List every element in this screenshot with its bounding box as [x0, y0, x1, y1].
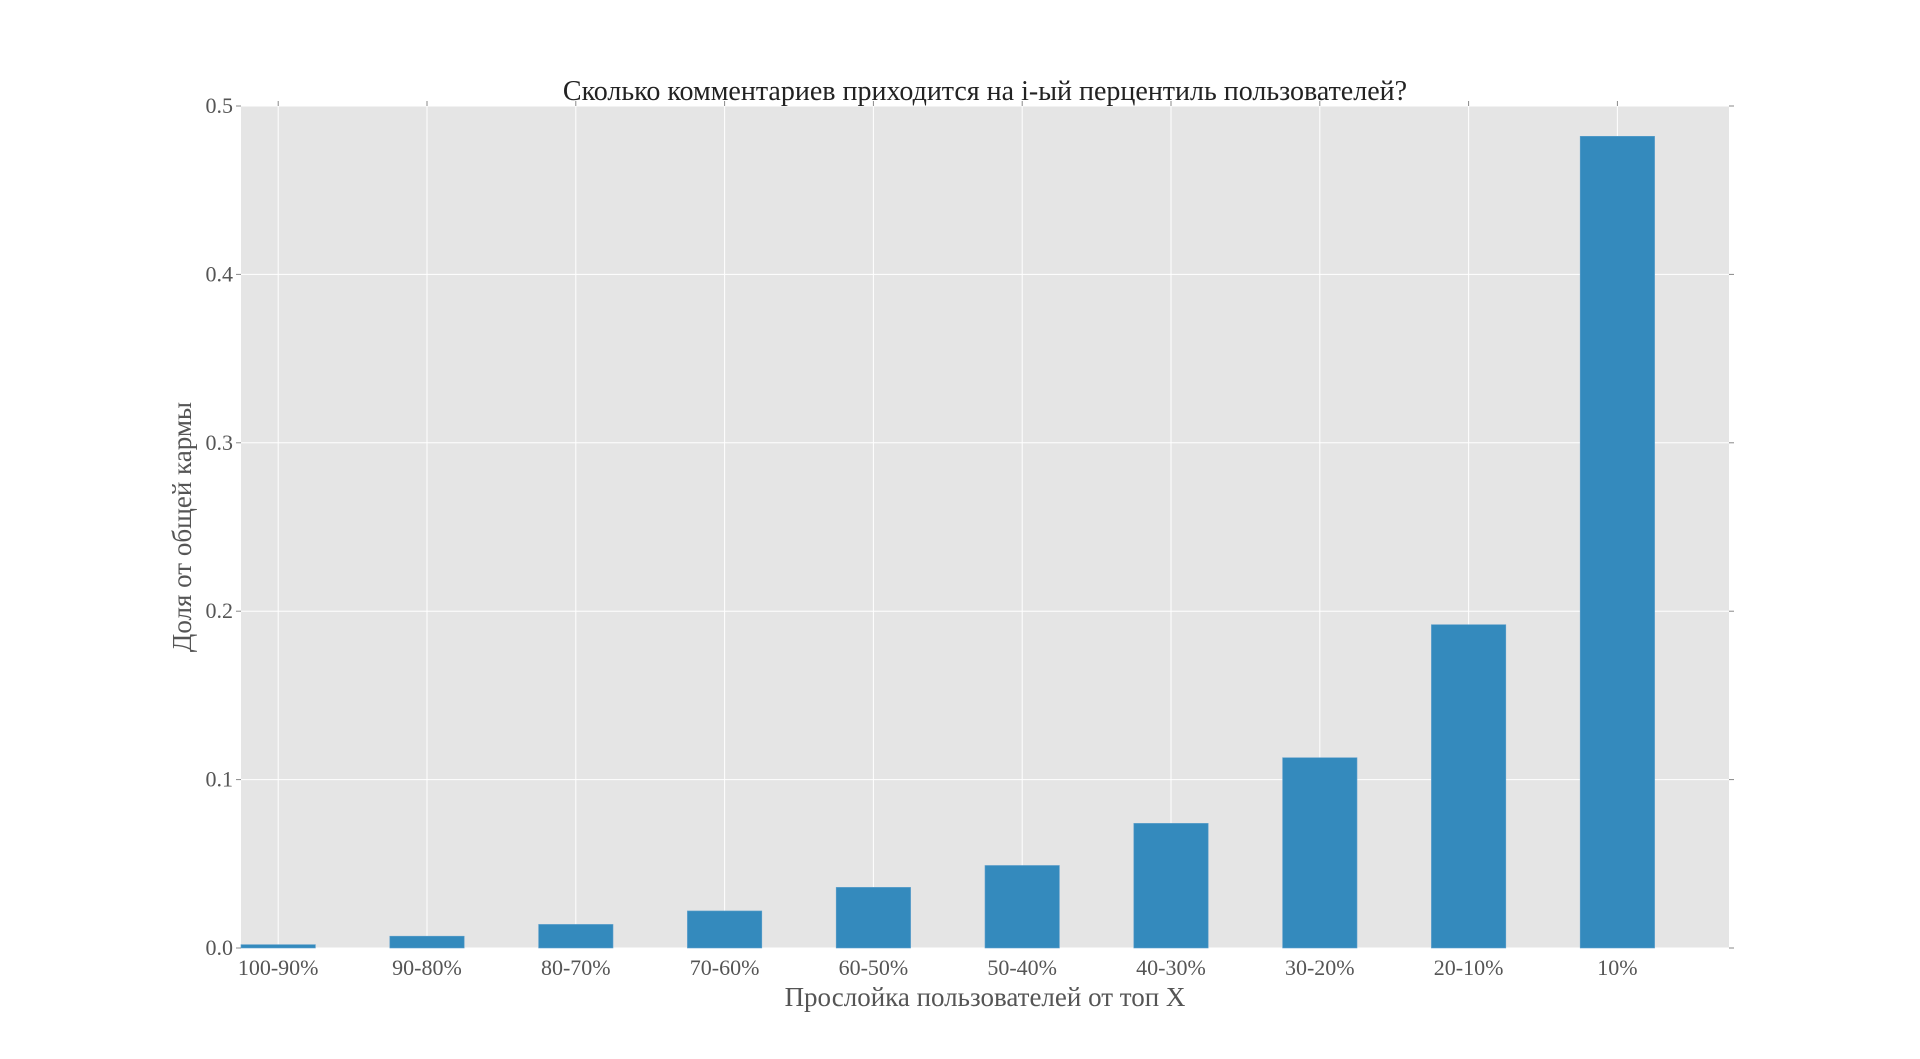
- grid-lines: [241, 105, 1729, 949]
- y-tick-label: 0.1: [206, 767, 234, 792]
- bar-30-20%: [1282, 757, 1358, 949]
- y-tick-label: 0.0: [206, 935, 234, 960]
- x-tick-label: 40-30%: [1136, 955, 1206, 980]
- y-tick-label: 0.4: [206, 261, 234, 286]
- y-axis-label: Доля от общей кармы: [167, 402, 197, 652]
- chart-title: Сколько комментариев приходится на i-ый …: [563, 76, 1407, 107]
- x-tick-label: 100-90%: [238, 955, 319, 980]
- y-tick-label: 0.2: [206, 598, 234, 623]
- bar-20-10%: [1431, 624, 1507, 949]
- bars: [240, 136, 1655, 949]
- bar-70-60%: [687, 910, 763, 949]
- x-tick-label: 10%: [1597, 955, 1637, 980]
- bar-100-90%: [240, 944, 316, 949]
- x-tick-label: 30-20%: [1285, 955, 1355, 980]
- x-tick-label: 70-60%: [690, 955, 760, 980]
- x-tick-label: 80-70%: [541, 955, 611, 980]
- bar-10%: [1579, 136, 1655, 949]
- bar-80-70%: [538, 924, 614, 949]
- x-tick-label: 50-40%: [987, 955, 1057, 980]
- bar-50-40%: [984, 865, 1060, 949]
- bar-90-80%: [389, 935, 465, 949]
- x-axis-label: Прослойка пользователей от топ X: [785, 982, 1186, 1012]
- y-tick-label: 0.3: [206, 430, 234, 455]
- x-tick-label: 60-50%: [839, 955, 909, 980]
- ticks: 0.0 0.1 0.2 0.3 0.4 0.5 100-90% 90-80% 80-70% 70-…: [206, 93, 1734, 980]
- x-tick-label: 20-10%: [1434, 955, 1504, 980]
- y-tick-label: 0.5: [206, 93, 234, 118]
- x-tick-label: 90-80%: [392, 955, 462, 980]
- bar-60-50%: [835, 887, 911, 949]
- bar-40-30%: [1133, 823, 1209, 949]
